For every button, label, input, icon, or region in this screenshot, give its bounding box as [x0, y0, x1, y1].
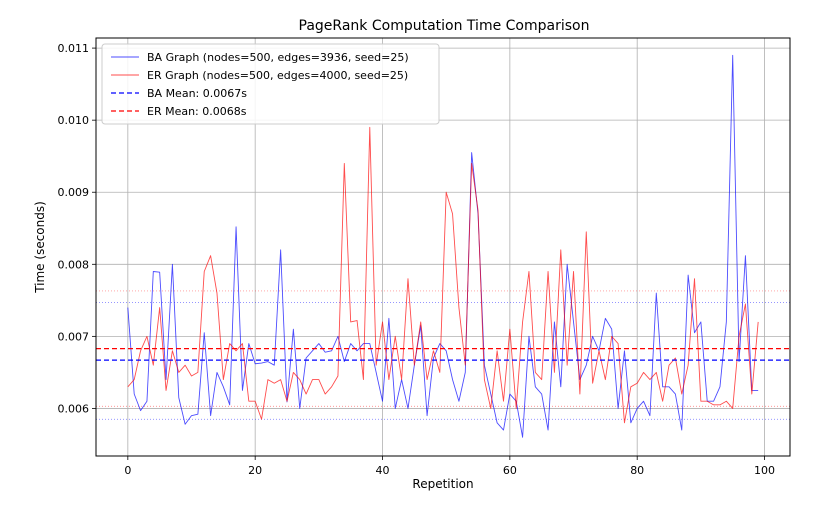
y-tick-label: 0.006 [58, 402, 90, 415]
series-line [127, 54, 759, 438]
legend-label: BA Mean: 0.0067s [147, 87, 247, 100]
legend-box [101, 43, 440, 125]
x-axis-label: Repetition [412, 477, 473, 491]
legend-label: BA Graph (nodes=500, edges=3936, seed=25… [147, 51, 409, 64]
x-tick-label: 80 [630, 464, 644, 477]
y-tick-label: 0.007 [58, 330, 90, 343]
y-tick-label: 0.008 [58, 258, 90, 271]
y-axis-label: Time (seconds) [33, 201, 47, 294]
legend-label: ER Graph (nodes=500, edges=4000, seed=25… [147, 69, 408, 82]
x-tick-label: 20 [248, 464, 262, 477]
plot-frame [95, 37, 791, 457]
series-line [127, 126, 759, 424]
x-axis: 0 20 40 60 80 100 [124, 456, 775, 477]
y-tick-label: 0.011 [58, 42, 90, 55]
y-axis: 0.006 0.007 0.008 0.009 0.010 0.011 [58, 42, 96, 415]
x-tick-label: 60 [503, 464, 517, 477]
x-tick-label: 100 [754, 464, 775, 477]
x-tick-label: 40 [376, 464, 390, 477]
chart-title: PageRank Computation Time Comparison [299, 18, 590, 34]
y-tick-label: 0.010 [58, 114, 90, 127]
series-layer [96, 54, 790, 438]
legend: BA Graph (nodes=500, edges=3936, seed=25… [101, 43, 440, 125]
x-tick-label: 0 [124, 464, 131, 477]
y-tick-label: 0.009 [58, 186, 90, 199]
legend-label: ER Mean: 0.0068s [147, 105, 247, 118]
